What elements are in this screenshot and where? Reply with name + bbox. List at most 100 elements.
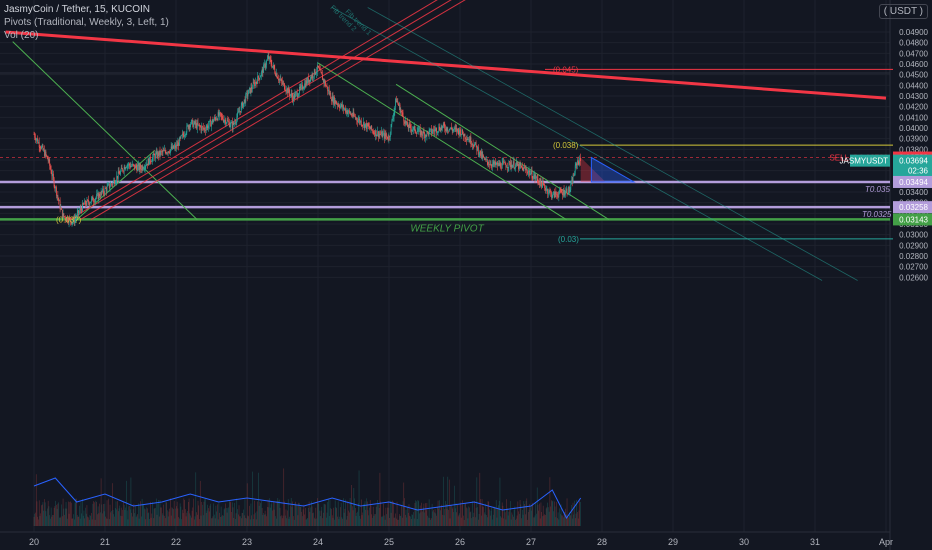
candle-body xyxy=(240,105,242,113)
candle-body xyxy=(263,64,265,73)
candle-body xyxy=(39,147,41,148)
candle-body xyxy=(285,90,287,92)
candle-body xyxy=(277,78,279,79)
candle-body xyxy=(220,113,222,116)
candle-body xyxy=(572,175,574,184)
symbol-tag: JASMYUSDT xyxy=(840,157,889,166)
candle-body xyxy=(142,166,144,170)
candle-body xyxy=(206,125,208,129)
x-tick-label: 25 xyxy=(384,537,394,547)
candle-body xyxy=(562,189,564,196)
candle-body xyxy=(568,186,569,195)
candle-body xyxy=(67,221,69,223)
candle-body xyxy=(422,131,424,136)
candle-body xyxy=(433,130,435,132)
candle-body xyxy=(530,173,531,175)
candle-body xyxy=(325,81,326,87)
candle-body xyxy=(415,131,417,133)
volume-ma-line xyxy=(33,477,582,519)
candle-body xyxy=(553,191,555,193)
candle-body xyxy=(70,218,71,222)
candle-body xyxy=(150,161,152,163)
candle-body xyxy=(419,128,420,129)
candle-body xyxy=(226,120,228,123)
candle-body xyxy=(56,195,58,196)
candle-body xyxy=(480,151,482,156)
candle-body xyxy=(498,162,500,166)
candle-body xyxy=(57,195,59,199)
candle-body xyxy=(108,183,110,188)
candle-body xyxy=(102,188,103,193)
candle-body xyxy=(574,173,575,176)
candle-body xyxy=(563,189,565,196)
candle-body xyxy=(64,216,65,217)
candle-body xyxy=(76,213,78,217)
candle-body xyxy=(219,112,221,114)
candle-body xyxy=(527,171,528,174)
candle-body xyxy=(383,132,385,134)
candle-body xyxy=(228,121,229,122)
candle-body xyxy=(371,125,373,130)
candle-body xyxy=(341,104,343,108)
candle-body xyxy=(465,138,467,140)
candle-body xyxy=(306,80,308,84)
volume-indicator-label[interactable]: Vol (20) xyxy=(4,30,39,41)
currency-button[interactable]: ( USDT ) xyxy=(878,4,928,19)
candle-body xyxy=(394,106,396,112)
candle-body xyxy=(378,134,380,138)
candle-body xyxy=(255,81,257,83)
candle-body xyxy=(559,189,560,194)
candle-body xyxy=(237,112,238,118)
candle-body xyxy=(207,125,209,129)
candle-body xyxy=(99,196,101,198)
candle-body xyxy=(467,139,469,140)
candle-body xyxy=(283,82,285,84)
pivots-indicator-label[interactable]: Pivots (Traditional, Weekly, 3, Left, 1) xyxy=(4,17,169,28)
candle-body xyxy=(258,78,260,80)
candle-body xyxy=(510,164,512,167)
candle-body xyxy=(308,79,310,83)
candle-body xyxy=(99,193,101,197)
candle-body xyxy=(502,161,504,163)
candle-body xyxy=(439,130,441,132)
candle-body xyxy=(133,164,135,166)
level-label: (0.045) xyxy=(553,65,579,74)
candle-body xyxy=(282,82,284,84)
candle-body xyxy=(351,115,353,117)
y-tick-label: 0.03900 xyxy=(899,135,928,144)
candle-body xyxy=(366,123,367,129)
candle-body xyxy=(266,60,267,65)
candle-body xyxy=(331,96,333,102)
candle-body xyxy=(336,103,338,105)
candle-body xyxy=(574,165,576,174)
candle-body xyxy=(209,120,211,122)
candle-body xyxy=(304,83,306,88)
candle-body xyxy=(110,183,112,187)
candle-body xyxy=(253,82,255,84)
candles[interactable] xyxy=(33,52,581,228)
candle-body xyxy=(270,59,272,65)
x-tick-label: 27 xyxy=(526,537,536,547)
candle-body xyxy=(229,125,231,127)
candle-body xyxy=(228,121,230,127)
time-axis[interactable]: 20 21 22 23 24 25 26 27 28 29 30 31 Apr xyxy=(29,537,893,547)
candle-body xyxy=(368,126,370,127)
candle-body xyxy=(397,101,399,104)
candle-body xyxy=(261,69,263,72)
candle-body xyxy=(515,164,516,168)
candle-body xyxy=(521,167,523,168)
candle-body xyxy=(241,102,243,106)
candle-body xyxy=(47,158,49,161)
symbol-title[interactable]: JasmyCoin / Tether, 15, KUCOIN xyxy=(4,4,150,15)
candle-body xyxy=(136,167,138,172)
candle-body xyxy=(425,134,427,137)
candle-body xyxy=(498,162,499,166)
candle-body xyxy=(44,149,45,157)
x-tick-label: 20 xyxy=(29,537,39,547)
candle-body xyxy=(151,161,153,162)
candle-body xyxy=(413,126,415,127)
candle-body xyxy=(321,72,323,75)
